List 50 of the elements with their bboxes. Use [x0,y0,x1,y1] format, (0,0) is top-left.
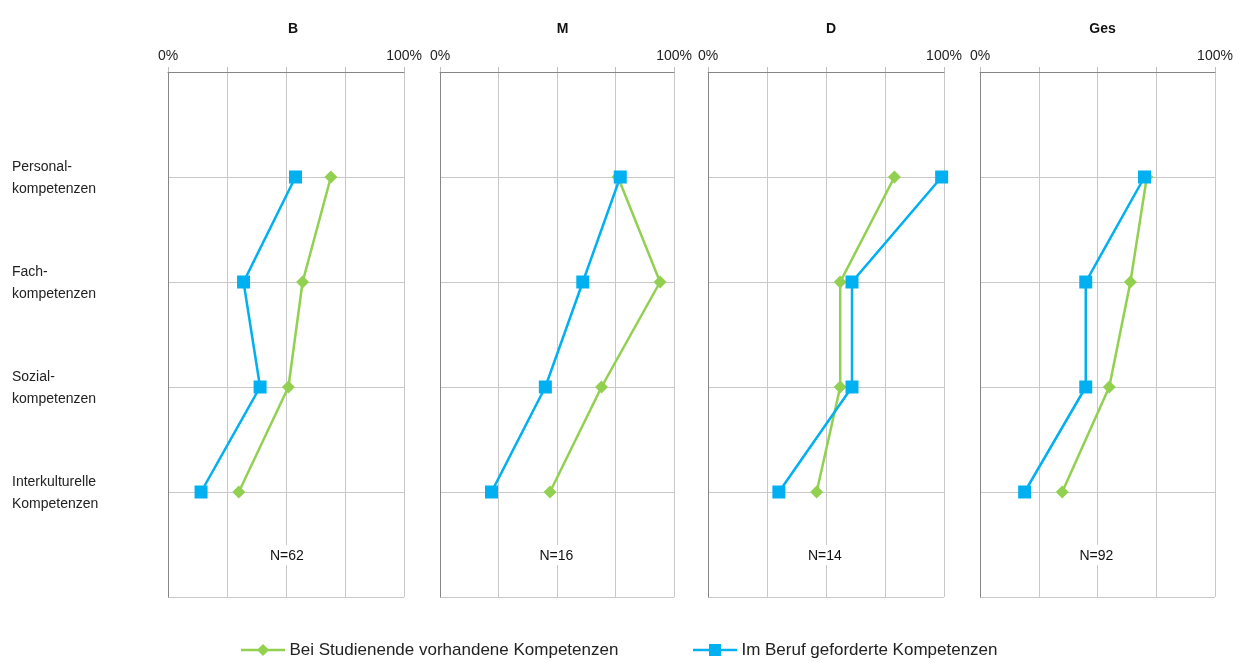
annotation: N=92 [1079,547,1114,563]
point [538,380,552,394]
point [833,380,847,394]
point [595,380,609,394]
point [237,275,251,289]
point [543,485,557,499]
point [324,170,338,184]
point [576,275,590,289]
x-tick-label: 0% [429,47,451,63]
legend-label: Im Beruf geforderte Kompetenzen [741,640,998,660]
x-tick-label: 100% [386,47,422,63]
chart-title: D [825,20,837,36]
point [1123,275,1137,289]
x-tick-label: 0% [698,47,719,63]
point [288,170,302,184]
point [845,275,859,289]
y-tick-label: Fach-kompetenzen [12,263,97,301]
y-tick-label: Personal-kompetenzen [12,158,97,196]
point [296,275,310,289]
point [232,485,246,499]
point [1102,380,1116,394]
point [1055,485,1069,499]
chart-title: M [556,20,569,36]
point [833,275,847,289]
annotation: N=14 [808,547,843,563]
point [253,380,267,394]
x-tick-label: 100% [1197,47,1233,63]
point [845,380,859,394]
x-tick-label: 0% [969,47,991,63]
point [1018,485,1032,499]
chart-title: B [287,20,299,36]
y-tick-label: Interkulturelle Kompetenzen [12,473,99,511]
point [1079,380,1093,394]
x-tick-label: 0% [157,47,179,63]
point [887,170,901,184]
annotation: N=62 [270,547,305,563]
y-tick-label: Sozial-kompetenzen [12,368,97,406]
x-tick-label: 100% [926,47,962,63]
point [653,275,667,289]
point [485,485,498,499]
legend-label: Bei Studienende vorhandene Kompetenzen [289,640,619,660]
x-tick-label: 100% [656,47,692,63]
chart-title: Ges [1089,20,1116,36]
annotation: N=16 [539,547,574,563]
point [772,485,786,499]
point [935,170,949,184]
point [810,485,824,499]
point [281,380,295,394]
point [1079,275,1093,289]
point [194,485,208,499]
